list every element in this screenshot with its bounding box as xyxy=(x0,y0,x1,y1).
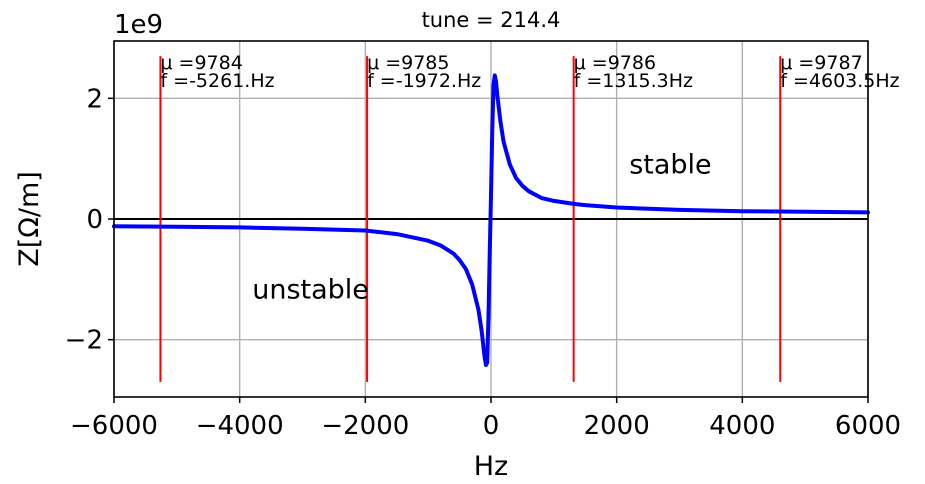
y-offset-label: 1e9 xyxy=(114,10,163,40)
x-tick-label: 2000 xyxy=(584,411,650,441)
x-tick-label: −6000 xyxy=(70,411,158,441)
x-tick-label: 0 xyxy=(483,411,500,441)
region-label: unstable xyxy=(252,275,369,306)
mode-lines xyxy=(159,56,782,382)
x-tick-label: −2000 xyxy=(321,411,409,441)
chart-title: tune = 214.4 xyxy=(422,8,561,32)
x-axis-label: Hz xyxy=(474,451,508,482)
mode-frequency-label: f =-1972.Hz xyxy=(367,70,481,92)
mode-mu-label: μ =9785 xyxy=(367,52,449,74)
y-axis-label: Z[Ω/m] xyxy=(14,171,45,267)
y-ticks: −2 0 2 xyxy=(65,84,114,356)
y-tick-label: 2 xyxy=(86,84,103,114)
mode-frequency-label: f =-5261.Hz xyxy=(160,70,274,92)
region-label: stable xyxy=(629,150,711,181)
mode-mu-label: μ =9784 xyxy=(160,52,242,74)
mode-mu-label: μ =9787 xyxy=(780,52,862,74)
x-tick-label: −4000 xyxy=(196,411,284,441)
x-ticks: −6000 −4000 −2000 0 2000 4000 6000 xyxy=(70,397,901,441)
mode-mu-label: μ =9786 xyxy=(574,52,656,74)
y-tick-label: 0 xyxy=(86,205,103,235)
mode-frequency-label: f =4603.5Hz xyxy=(780,70,899,92)
impedance-curve xyxy=(112,73,870,367)
x-tick-label: 4000 xyxy=(709,411,775,441)
annotations: stable unstable xyxy=(252,150,711,306)
y-tick-label: −2 xyxy=(65,326,103,356)
impedance-curve-layer xyxy=(112,73,870,367)
mode-frequency-label: f =1315.3Hz xyxy=(574,70,693,92)
x-tick-label: 6000 xyxy=(835,411,901,441)
